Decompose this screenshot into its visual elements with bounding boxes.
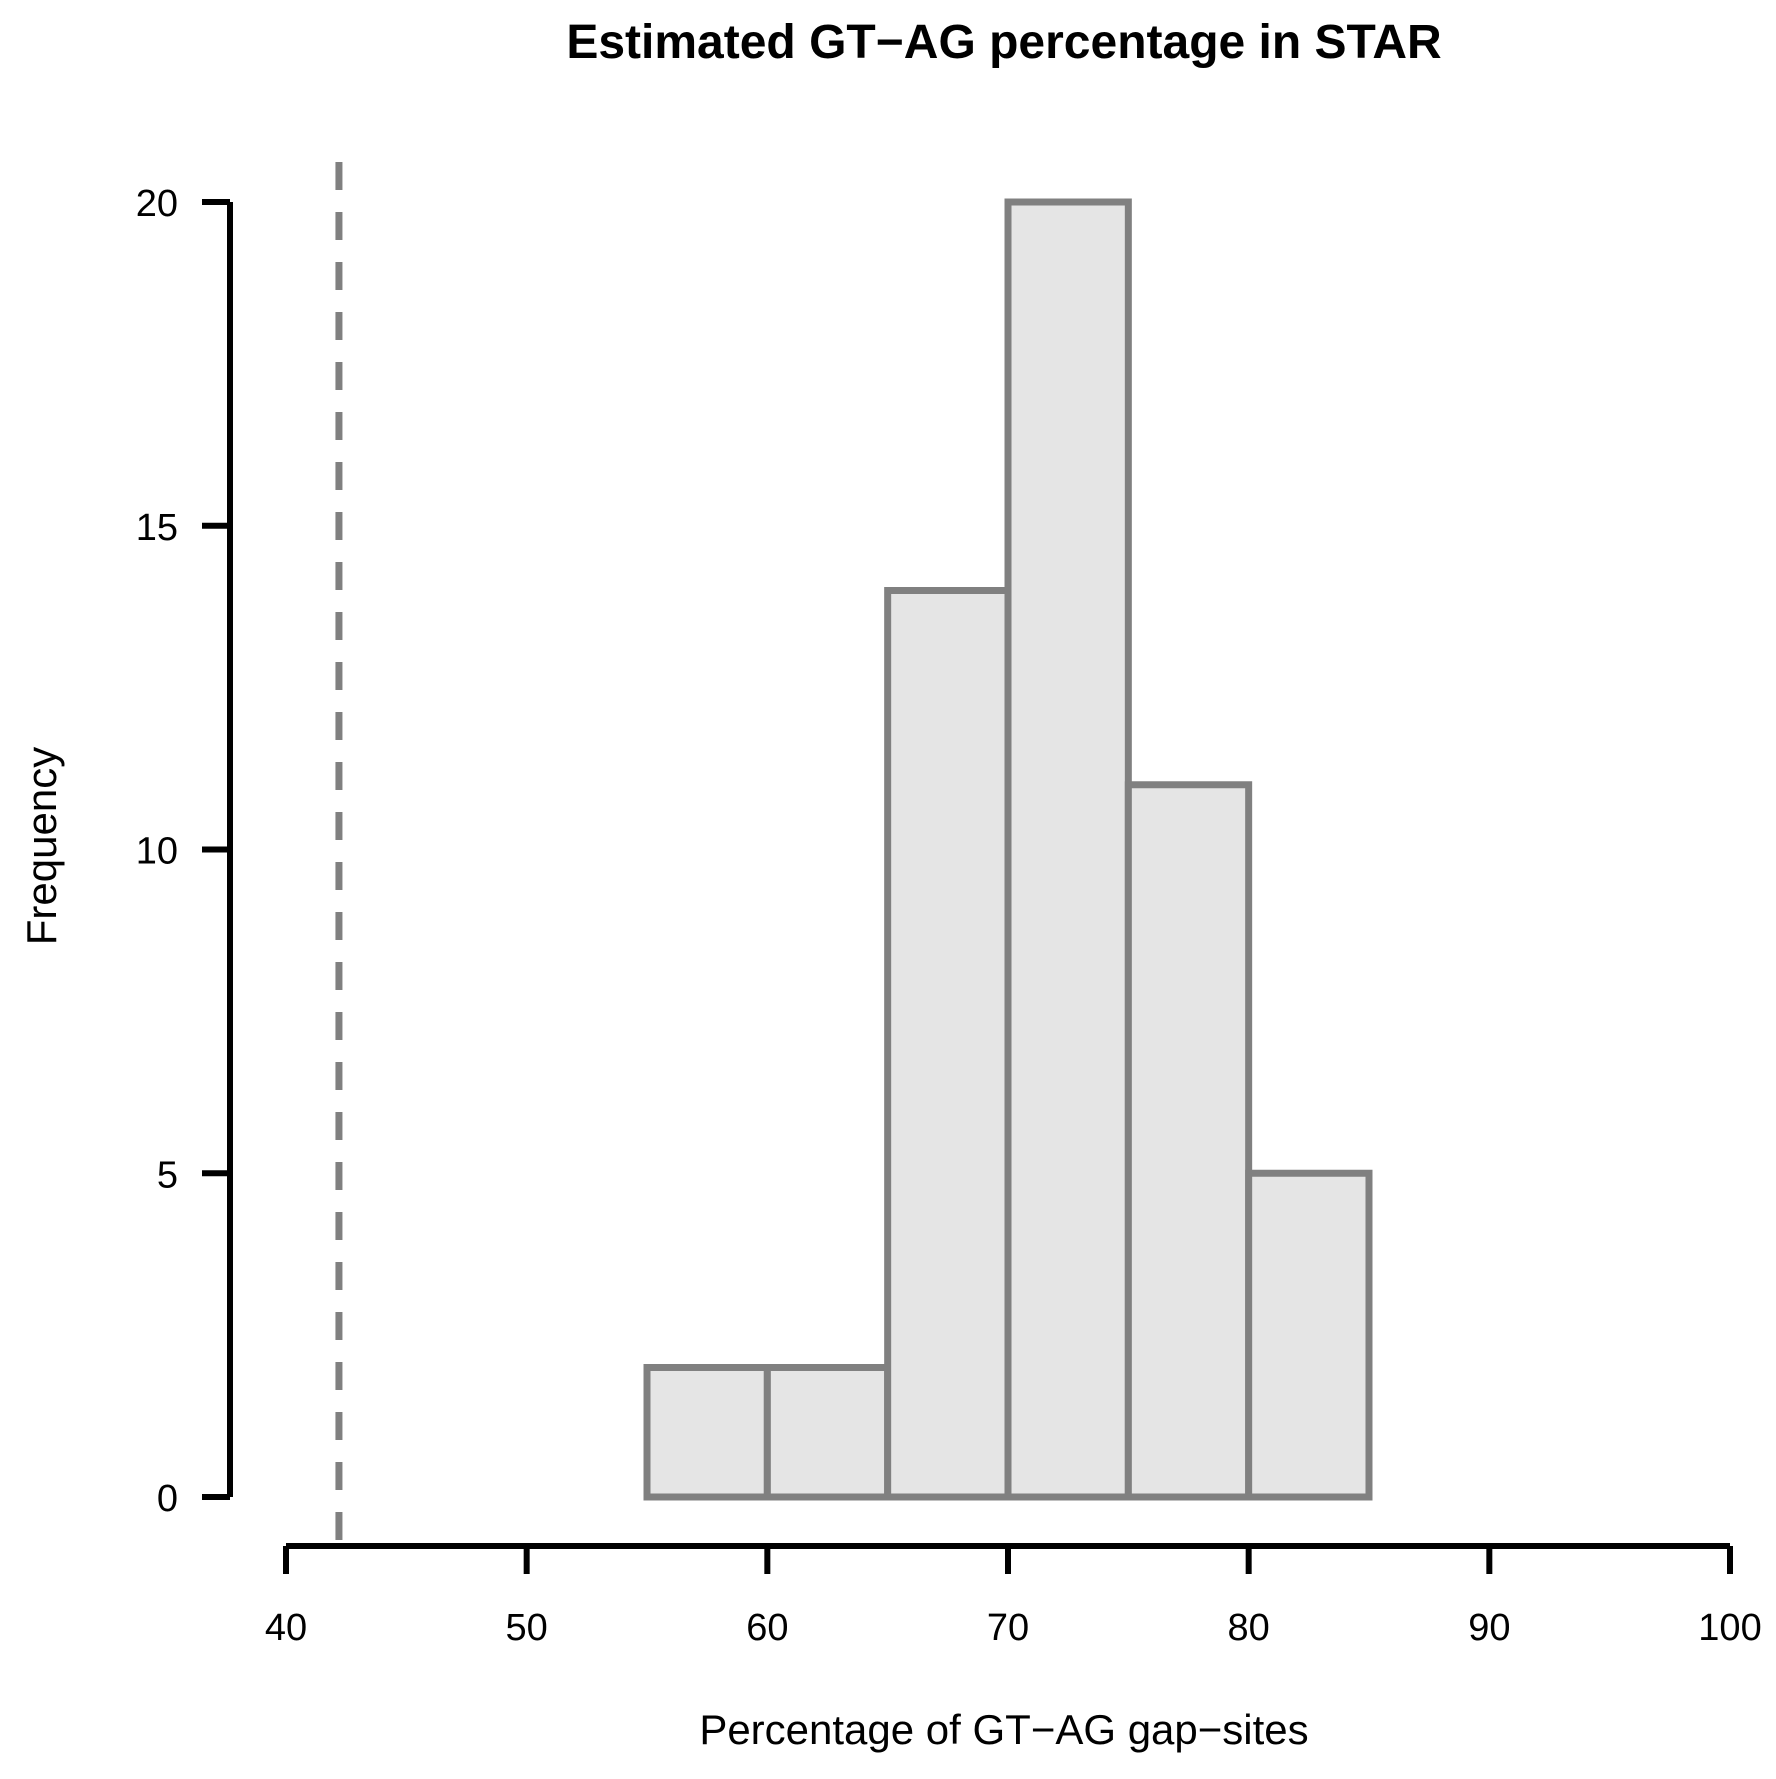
- histogram-bar: [1004, 198, 1132, 1501]
- y-axis-label: Frequency: [18, 747, 65, 945]
- x-tick-label: 70: [987, 1607, 1029, 1649]
- histogram-bar: [763, 1364, 892, 1501]
- x-tick-label: 40: [265, 1607, 307, 1649]
- histogram-bar: [1245, 1169, 1373, 1501]
- histogram-bar: [1124, 781, 1253, 1501]
- y-tick-label: 10: [136, 831, 178, 873]
- x-tick-label: 50: [506, 1607, 548, 1649]
- histogram-bar: [643, 1364, 771, 1501]
- y-tick-label: 0: [157, 1478, 178, 1520]
- x-tick-label: 60: [746, 1607, 788, 1649]
- x-tick-label: 80: [1228, 1607, 1270, 1649]
- y-tick-label: 5: [157, 1154, 178, 1196]
- y-tick-label: 15: [136, 507, 178, 549]
- x-axis-label: Percentage of GT−AG gap−sites: [699, 1706, 1308, 1753]
- bars-layer: [643, 198, 1373, 1501]
- y-ticks-layer: 0 5 10 15 20: [136, 183, 230, 1520]
- x-ticks-layer: 40 50 60 70 80 90 100: [265, 1546, 1762, 1649]
- y-tick-label: 20: [136, 183, 178, 225]
- histogram-bar: [884, 587, 1012, 1501]
- x-tick-label: 90: [1468, 1607, 1510, 1649]
- chart-title: Estimated GT−AG percentage in STAR: [566, 16, 1441, 69]
- x-tick-label: 100: [1698, 1607, 1761, 1649]
